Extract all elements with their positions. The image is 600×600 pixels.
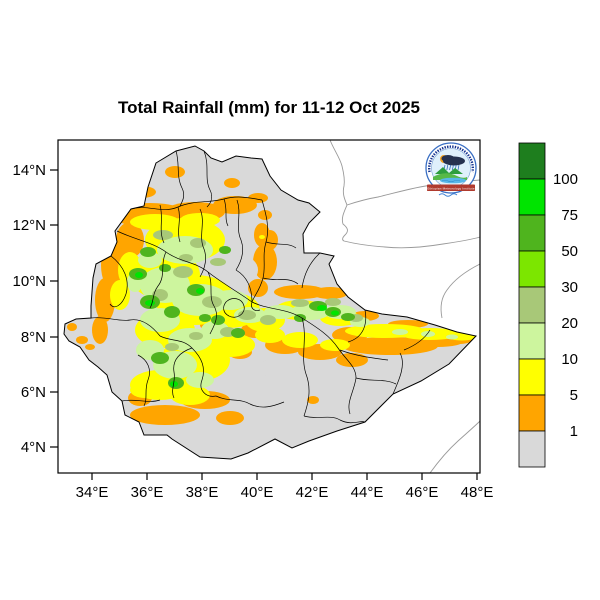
x-tick-label-36e: 36°E [131, 484, 164, 501]
y-tick-label-4n: 4°N [21, 439, 46, 456]
rain-cloud-icon [441, 155, 465, 171]
plot-frame [57, 139, 481, 474]
legend-label-1: 1 [570, 423, 578, 440]
y-tick-label-8n: 8°N [21, 329, 46, 346]
x-tick-label-38e: 38°E [186, 484, 219, 501]
legend-swatch-75-100 [518, 178, 546, 216]
x-tick-label-44e: 44°E [351, 484, 384, 501]
rainfall-shading [63, 145, 477, 460]
legend-label-75: 75 [561, 207, 578, 224]
legend-swatch-10-20 [518, 322, 546, 360]
water-icon [440, 177, 466, 184]
legend-swatch-gt100 [518, 142, 546, 180]
legend-swatch-20-30 [518, 286, 546, 324]
x-tick-label-48e: 48°E [461, 484, 494, 501]
zone-boundaries [90, 150, 431, 424]
legend-color-bar: 100 75 50 30 20 10 5 1 [518, 142, 578, 468]
legend-swatch-50-75 [518, 214, 546, 252]
x-tick-label-42e: 42°E [296, 484, 329, 501]
legend-label-10: 10 [561, 351, 578, 368]
legend-label-20: 20 [561, 315, 578, 332]
logo-banner: Ethiopian Meteorology Institute [427, 184, 475, 191]
amharic-arc-text [428, 145, 474, 173]
legend-label-50: 50 [561, 243, 578, 260]
y-tick-label-10n: 10°N [12, 273, 46, 290]
legend-label-30: 30 [561, 279, 578, 296]
figure-title: Total Rainfall (mm) for 11-12 Oct 2025 [118, 98, 420, 117]
legend-swatch-lt1 [518, 430, 546, 468]
x-tick-label-40e: 40°E [241, 484, 274, 501]
x-tick-label-46e: 46°E [406, 484, 439, 501]
axis-ticks [50, 169, 478, 480]
ethiopia-border [63, 145, 477, 460]
dry-pockets [226, 256, 319, 385]
emi-logo: Ethiopian Meteorology Institute [425, 142, 477, 197]
logo-wave-icon [438, 193, 458, 197]
legend-label-5: 5 [570, 387, 578, 404]
y-tick-label-14n: 14°N [12, 162, 46, 179]
plot-axes: 34°E 36°E 38°E 40°E 42°E 44°E 46°E 48°E … [12, 139, 494, 501]
y-tick-label-6n: 6°N [21, 384, 46, 401]
legend-label-100: 100 [553, 171, 578, 188]
y-tick-label-12n: 12°N [12, 217, 46, 234]
legend-swatch-30-50 [518, 250, 546, 288]
x-tick-label-34e: 34°E [76, 484, 109, 501]
logo-banner-text: Ethiopian Meteorology Institute [427, 186, 475, 190]
legend-swatch-1-5 [518, 394, 546, 432]
legend-swatch-5-10 [518, 358, 546, 396]
